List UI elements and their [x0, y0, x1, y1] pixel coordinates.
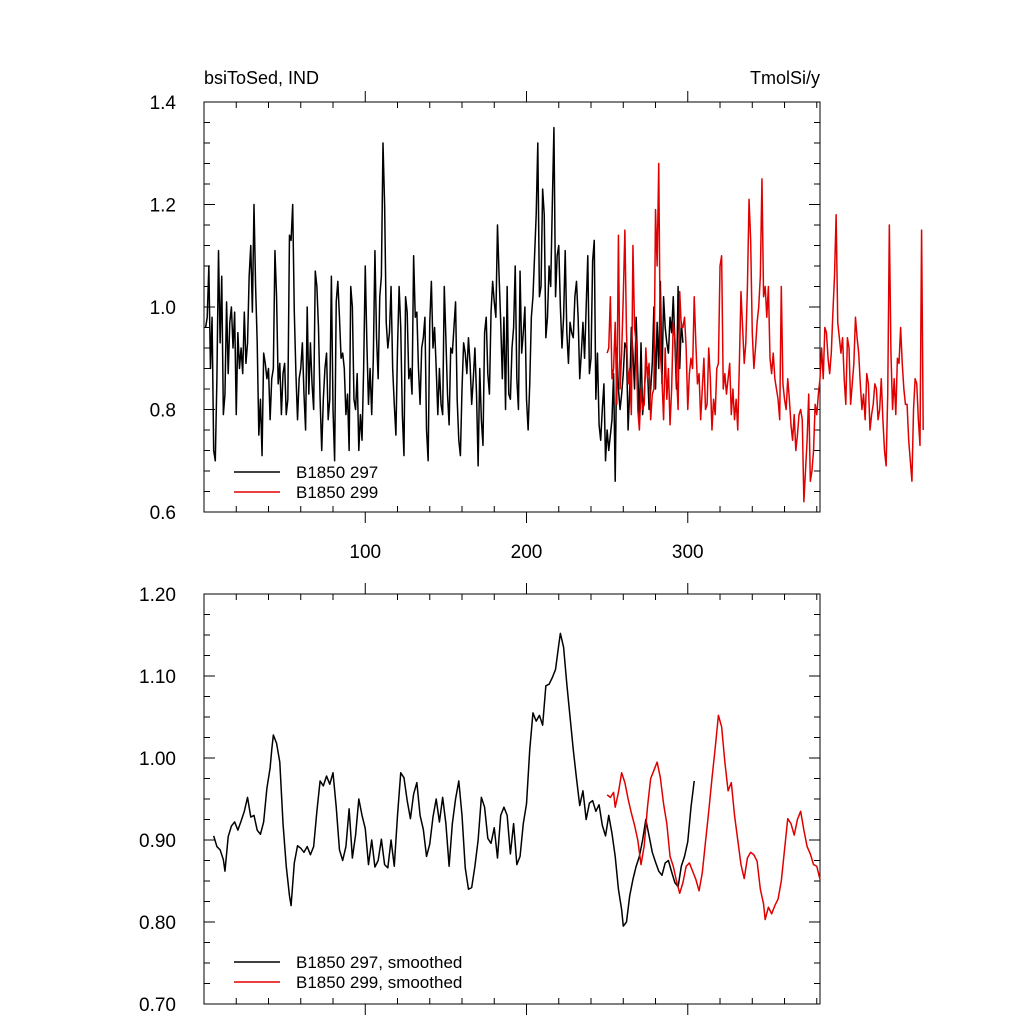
top-xtick-label: 200: [511, 542, 543, 563]
top-xtick-label: 300: [672, 542, 704, 563]
top-title-right: TmolSi/y: [750, 68, 820, 88]
bottom-plot-frame: [203, 593, 821, 1005]
bottom-y-tick-labels: 0.70 0.80 0.90 1.00 1.10 1.20: [139, 585, 176, 1016]
top-xtick-label: 100: [349, 542, 381, 563]
top-ytick-label: 1.0: [150, 298, 176, 319]
bottom-ytick-label: 1.10: [139, 667, 176, 688]
bottom-legend-label-1: B1850 297, smoothed: [296, 953, 462, 972]
bottom-series-lines: [212, 632, 821, 927]
top-ytick-label: 1.2: [150, 196, 176, 217]
bottom-ticks: [204, 583, 820, 1015]
bottom-ytick-label: 1.20: [139, 585, 176, 606]
top-x-tick-labels: 100 200 300: [349, 542, 703, 563]
top-y-tick-labels: 0.6 0.8 1.0 1.2 1.4: [150, 93, 177, 524]
bottom-legend-label-2: B1850 299, smoothed: [296, 973, 462, 992]
top-ytick-label: 0.8: [150, 401, 176, 422]
top-series-line-1: [204, 126, 684, 482]
top-ytick-label: 0.6: [150, 503, 176, 524]
bottom-ytick-label: 0.70: [139, 995, 176, 1016]
top-legend-label-1: B1850 297: [296, 463, 378, 482]
bottom-ytick-label: 1.00: [139, 749, 176, 770]
bottom-legend: B1850 297, smoothed B1850 299, smoothed: [234, 953, 462, 992]
top-legend-label-2: B1850 299: [296, 483, 378, 502]
bottom-ytick-label: 0.80: [139, 913, 176, 934]
bottom-panel: 0.70 0.80 0.90 1.00 1.10 1.20 B1850 297, smoo…: [139, 583, 821, 1016]
bottom-ytick-label: 0.90: [139, 831, 176, 852]
top-legend: B1850 297 B1850 299: [234, 463, 378, 502]
top-ytick-label: 1.4: [150, 93, 177, 114]
top-ticks: [204, 91, 820, 523]
top-panel: 0.60.81.01.21.4 100 200 300 bsiToSed, IND …: [150, 68, 924, 563]
bottom-series-line-2: [606, 714, 821, 921]
top-title-left: bsiToSed, IND: [204, 68, 319, 88]
top-series-lines: [204, 126, 924, 503]
top-plot-frame: [203, 101, 821, 513]
top-series-line-2: [606, 162, 924, 503]
bottom-series-line-1: [212, 632, 695, 927]
